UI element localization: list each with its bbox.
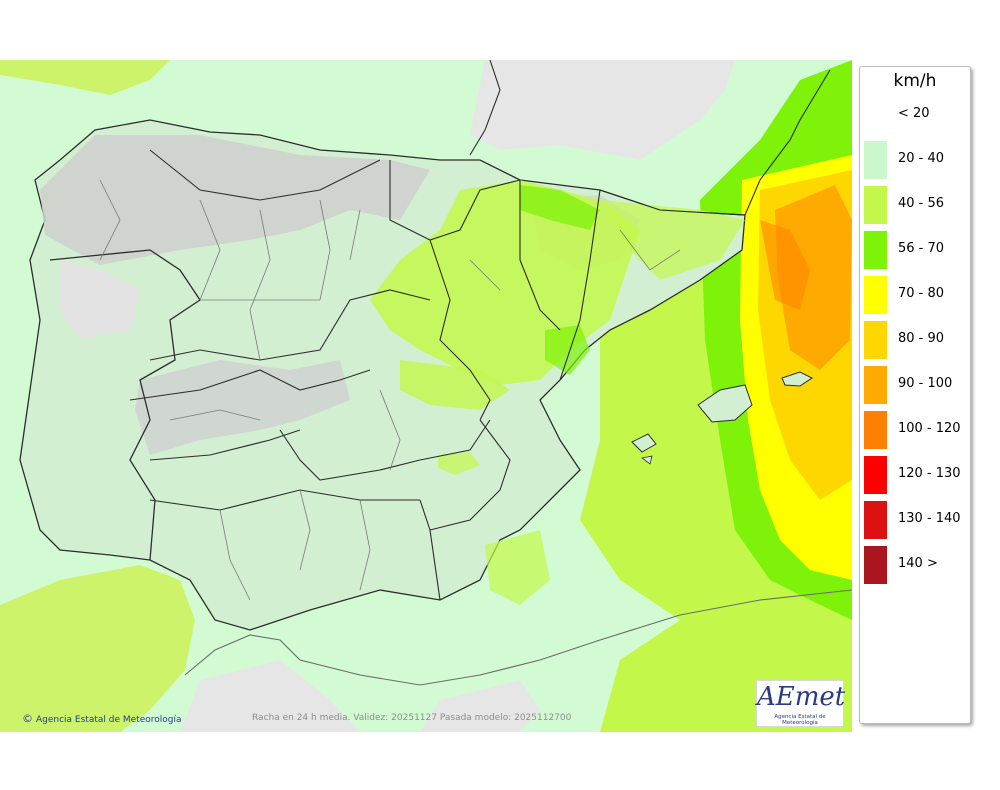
legend-label: 40 - 56: [898, 196, 945, 211]
menorca: [781, 371, 813, 387]
legend-label: 120 - 130: [898, 466, 961, 481]
legend-item: 140 >: [860, 544, 970, 586]
map-caption: Racha en 24 h media. Validez: 20251127 P…: [252, 713, 572, 723]
copyright-icon: ©: [22, 712, 33, 725]
africa-coastline: [184, 589, 852, 686]
legend-swatch: [864, 456, 887, 494]
mediterranean-zone-90-100: [775, 185, 852, 370]
legend-label: 90 - 100: [898, 376, 953, 391]
la-mancha-gust-zone: [438, 452, 480, 475]
legend-title: km/h: [893, 71, 937, 91]
legend-item: 56 - 70: [860, 229, 970, 271]
legend-swatch: [864, 186, 887, 224]
legend-swatch: [864, 141, 887, 179]
atlantic-gust-zone: [0, 565, 195, 732]
west-relief: [135, 360, 350, 455]
legend-item: 130 - 140: [860, 499, 970, 541]
valencia-gust-zone: [400, 360, 510, 410]
legend-item: < 20: [860, 94, 970, 136]
iberian-range-gust-zone: [545, 325, 590, 375]
region-borders: [129, 149, 601, 601]
northwest-relief: [40, 135, 430, 265]
legend-label: 140 >: [898, 556, 938, 571]
north-atlantic-gust-zone: [0, 60, 170, 95]
catalonia-coast-gust-zone: [600, 200, 745, 280]
portugal-coast-relief: [60, 260, 140, 340]
aemet-logo-mark: AEmet: [757, 682, 846, 712]
legend-item: 70 - 80: [860, 274, 970, 316]
biscay-low-wind-area: [470, 60, 735, 160]
pyrenees-gust-zone: [520, 185, 600, 230]
legend-swatch: [864, 501, 887, 539]
legend-label: 70 - 80: [898, 286, 945, 301]
aemet-logo-subtitle: Agencia Estatal de Meteorología: [774, 714, 826, 726]
aemet-logo: AEmet Agencia Estatal de Meteorología: [756, 680, 846, 727]
legend-label: 20 - 40: [898, 151, 945, 166]
legend-item: 40 - 56: [860, 184, 970, 226]
legend-item: 20 - 40: [860, 139, 970, 181]
legend-item: 120 - 130: [860, 454, 970, 496]
legend-swatch: [864, 321, 887, 359]
legend-item: 90 - 100: [860, 364, 970, 406]
legend-swatch: [864, 546, 887, 584]
formentera: [641, 455, 653, 465]
copyright-credit: © Agencia Estatal de Meteorología: [22, 712, 182, 725]
legend-label: 56 - 70: [898, 241, 945, 256]
alboran-gust-zone: [485, 530, 550, 605]
alboran-low-wind-area: [420, 680, 540, 732]
legend-item: 80 - 90: [860, 319, 970, 361]
legend-item: 100 - 120: [860, 409, 970, 451]
legend-swatch: [864, 366, 887, 404]
france-coastline: [469, 60, 831, 216]
legend-swatch: [864, 96, 887, 134]
credit-text: Agencia Estatal de Meteorología: [36, 715, 182, 725]
legend-swatch: [864, 276, 887, 314]
africa-low-wind-area: [180, 660, 360, 732]
legend-swatch: [864, 231, 887, 269]
mallorca: [697, 384, 753, 423]
ibiza: [631, 433, 657, 453]
legend-label: 80 - 90: [898, 331, 945, 346]
legend-label: 130 - 140: [898, 511, 961, 526]
portugal-border: [49, 249, 201, 561]
wind-gust-map: [0, 60, 852, 732]
mediterranean-zone-100-120: [760, 220, 810, 310]
province-borders: [99, 179, 681, 601]
legend-label: 100 - 120: [898, 421, 961, 436]
legend-label: < 20: [898, 106, 930, 121]
legend-swatch: [864, 411, 887, 449]
wind-speed-legend: km/h < 20 20 - 40 40 - 56 56 - 70 70 - 80 80 …: [859, 66, 971, 724]
